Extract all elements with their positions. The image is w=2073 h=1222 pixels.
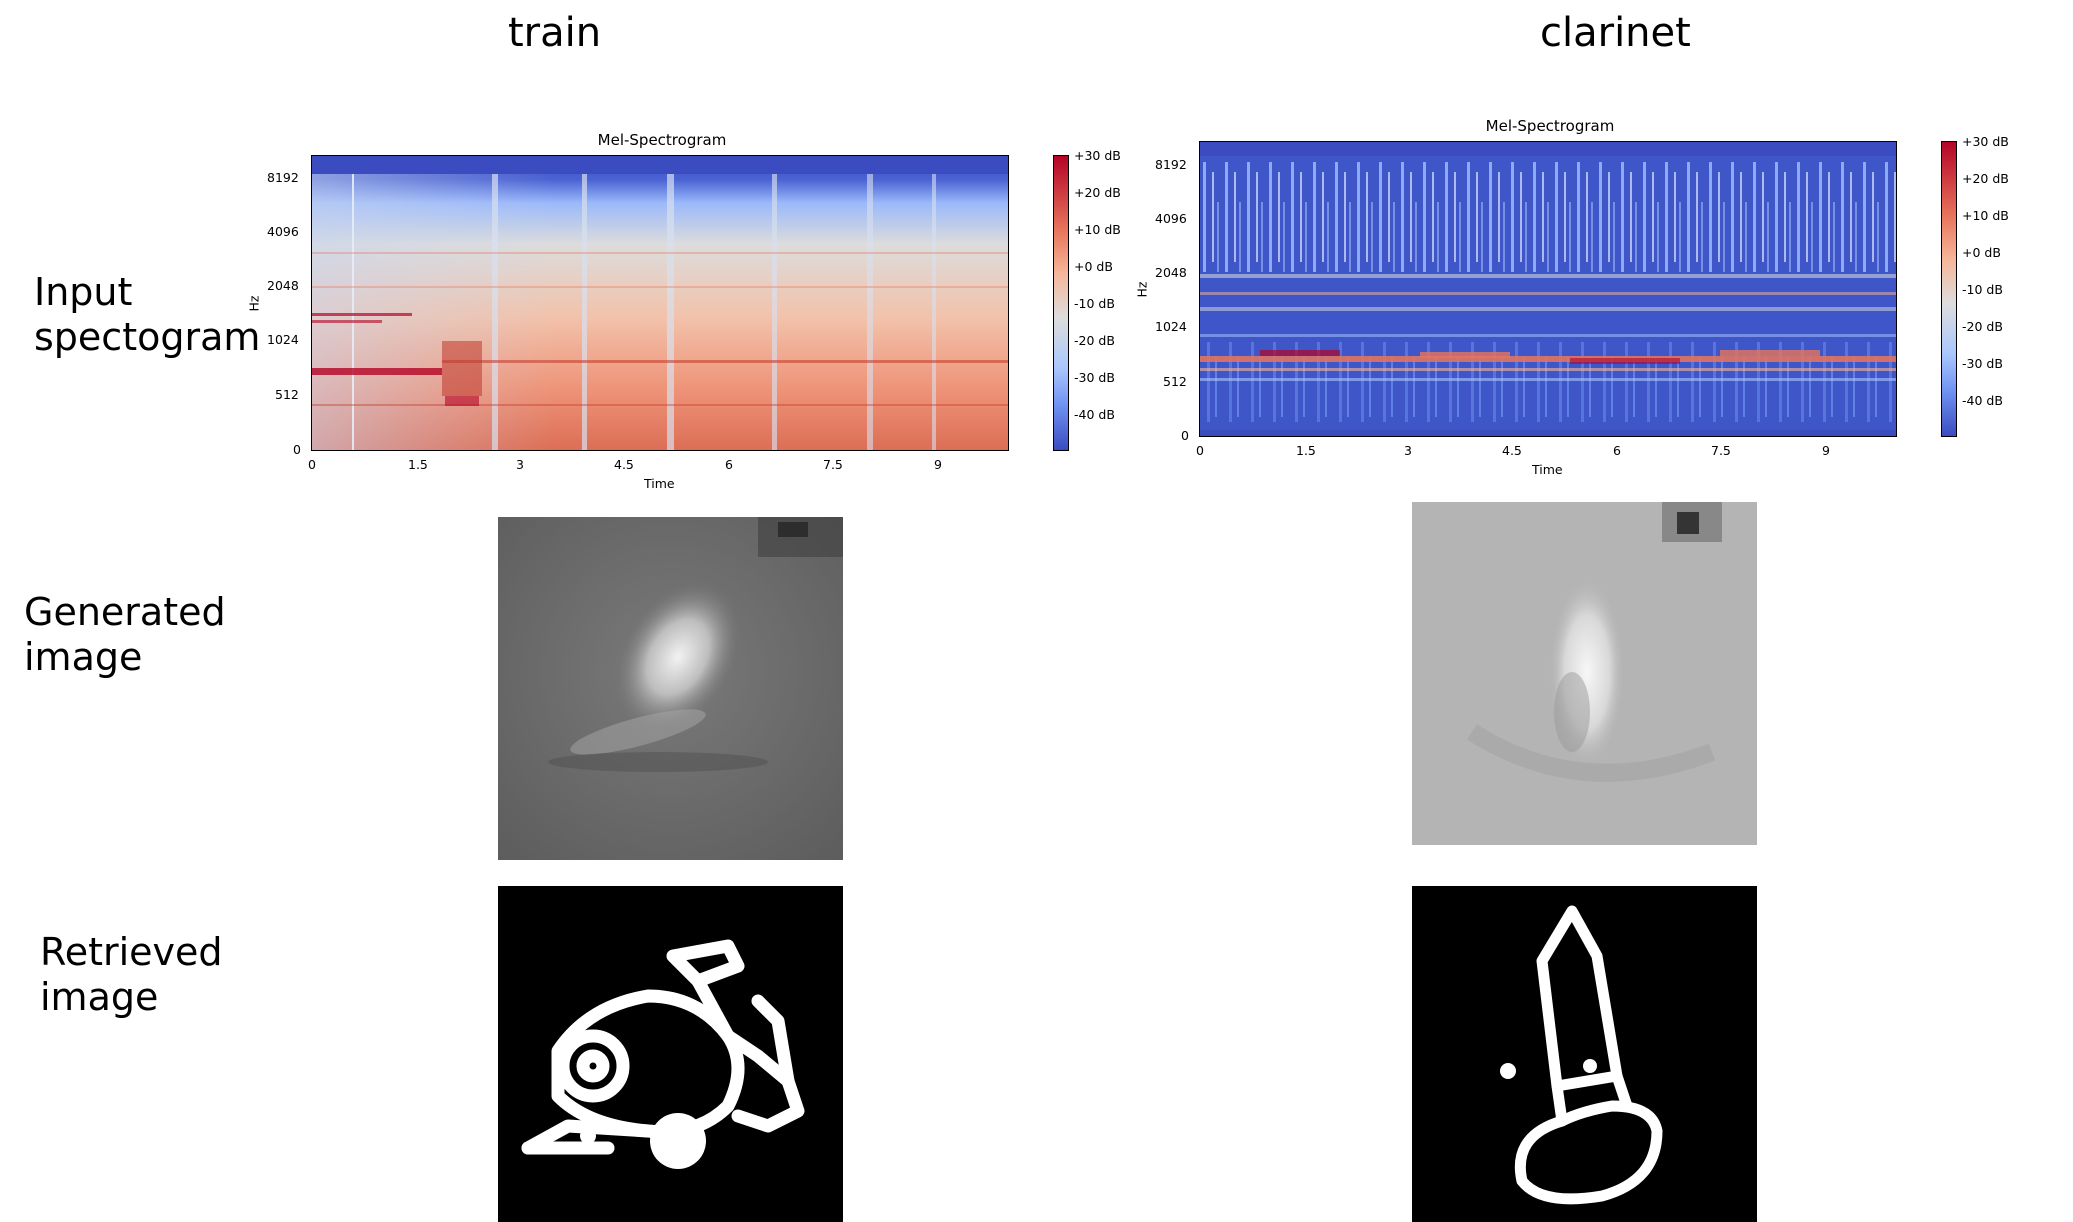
x-tick-label: 7.5 xyxy=(823,457,843,472)
x-tick-label: 7.5 xyxy=(1711,443,1731,458)
y-tick-label: 2048 xyxy=(267,278,299,293)
y-axis-label: Hz xyxy=(246,295,262,312)
row-label-line: Input xyxy=(34,270,133,314)
y-tick-label: 8192 xyxy=(267,170,299,185)
x-tick-label: 6 xyxy=(725,457,733,472)
x-tick-label: 6 xyxy=(1613,443,1621,458)
x-tick-label: 9 xyxy=(1822,443,1830,458)
colorbar-tick: -10 dB xyxy=(1074,296,1115,311)
y-tick-label: 2048 xyxy=(1155,265,1187,280)
x-tick-label: 1.5 xyxy=(1296,443,1316,458)
colorbar-tick: -20 dB xyxy=(1074,333,1115,348)
y-tick-label: 0 xyxy=(1181,428,1189,443)
spectrogram-train xyxy=(311,155,1009,451)
y-tick-label: 512 xyxy=(1163,374,1187,389)
x-axis-label: Time xyxy=(1532,462,1563,477)
y-tick-label: 1024 xyxy=(1155,319,1187,334)
colorbar-clarinet xyxy=(1941,141,1957,437)
row-label-retrieved-image: Retrieved image xyxy=(40,930,223,1020)
y-tick-label: 8192 xyxy=(1155,157,1187,172)
y-axis-label: Hz xyxy=(1134,281,1150,298)
colorbar-tick: -40 dB xyxy=(1962,393,2003,408)
row-label-input-spectrogram: Input spectogram xyxy=(34,270,260,360)
y-tick-label: 512 xyxy=(275,387,299,402)
colorbar-tick: -10 dB xyxy=(1962,282,2003,297)
row-label-line: image xyxy=(24,635,143,679)
colorbar-tick: +30 dB xyxy=(1962,134,2009,149)
colorbar-tick: -30 dB xyxy=(1074,370,1115,385)
column-title-train: train xyxy=(508,10,602,56)
column-title-clarinet: clarinet xyxy=(1540,10,1691,56)
colorbar-tick: +20 dB xyxy=(1074,185,1121,200)
y-tick-label: 4096 xyxy=(267,224,299,239)
row-label-line: spectogram xyxy=(34,315,261,359)
x-tick-label: 3 xyxy=(516,457,524,472)
colorbar-tick: +10 dB xyxy=(1962,208,2009,223)
y-tick-label: 0 xyxy=(293,442,301,457)
plot-title: Mel-Spectrogram xyxy=(1485,117,1615,135)
x-tick-label: 4.5 xyxy=(1502,443,1522,458)
x-tick-label: 3 xyxy=(1404,443,1412,458)
retrieved-image-train xyxy=(498,886,843,1222)
colorbar-tick: -30 dB xyxy=(1962,356,2003,371)
row-label-line: Retrieved xyxy=(40,930,223,974)
x-axis-label: Time xyxy=(644,476,675,491)
x-tick-label: 9 xyxy=(934,457,942,472)
x-tick-label: 1.5 xyxy=(408,457,428,472)
x-tick-label: 0 xyxy=(1196,443,1204,458)
plot-title: Mel-Spectrogram xyxy=(597,131,727,149)
colorbar-tick: +0 dB xyxy=(1074,259,1113,274)
row-label-generated-image: Generated image xyxy=(24,590,226,680)
x-tick-label: 4.5 xyxy=(614,457,634,472)
spectrogram-clarinet xyxy=(1199,141,1897,437)
colorbar-tick: -40 dB xyxy=(1074,407,1115,422)
colorbar-tick: +0 dB xyxy=(1962,245,2001,260)
colorbar-train xyxy=(1053,155,1069,451)
y-tick-label: 4096 xyxy=(1155,211,1187,226)
y-tick-label: 1024 xyxy=(267,332,299,347)
generated-image-clarinet xyxy=(1412,502,1757,845)
x-tick-label: 0 xyxy=(308,457,316,472)
colorbar-tick: +20 dB xyxy=(1962,171,2009,186)
retrieved-image-clarinet xyxy=(1412,886,1757,1222)
colorbar-tick: -20 dB xyxy=(1962,319,2003,334)
row-label-line: image xyxy=(40,975,159,1019)
colorbar-tick: +10 dB xyxy=(1074,222,1121,237)
generated-image-train xyxy=(498,517,843,860)
row-label-line: Generated xyxy=(24,590,226,634)
colorbar-tick: +30 dB xyxy=(1074,148,1121,163)
